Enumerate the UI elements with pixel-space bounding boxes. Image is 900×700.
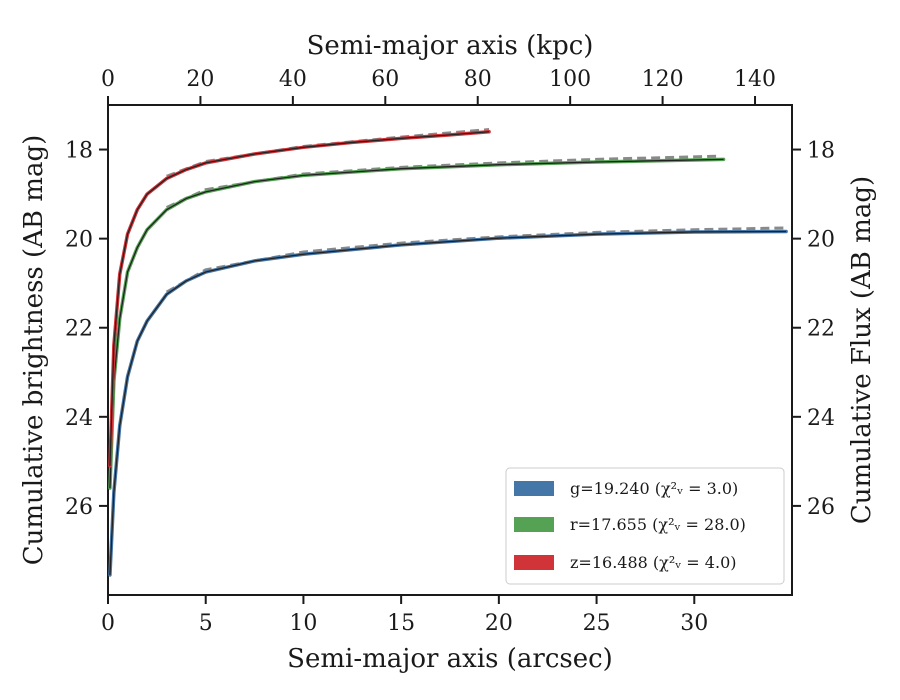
x-tick-label: 20 [485,611,513,636]
x2-tick-label: 0 [101,67,115,92]
y2-tick-label: 18 [807,139,835,164]
x2-tick-label: 20 [186,67,214,92]
x-tick-label: 30 [680,611,708,636]
data-curves [108,129,788,577]
series-core-g [109,230,787,575]
y-tick-label: 24 [65,406,93,431]
y-tick-label: 18 [65,139,93,164]
series-core-r [109,158,724,489]
x2-tick-label: 100 [549,67,591,92]
legend-swatch-g [514,481,554,496]
y2-tick-label: 20 [807,228,835,253]
y-tick-label: 26 [65,495,93,520]
legend-box [505,467,785,585]
legend-swatch-r [514,517,554,532]
x-tick-label: 0 [101,611,115,636]
y-axis-title: Cumulative brightness (AB mag) [19,135,49,566]
y2-axis-title: Cumulative Flux (AB mag) [847,176,877,524]
legend-swatch-z [514,555,554,570]
y2-tick-label: 22 [807,317,835,342]
legend: g=19.240 (χ²ᵥ = 3.0) r=17.655 (χ²ᵥ = 28.… [505,467,785,585]
x-tick-label: 15 [387,611,415,636]
x-tick-label: 25 [583,611,611,636]
tick-layer: 0 5 10 15 20 25 30 0 20 40 60 80 100 120 140 18 18 20 20 22… [65,67,835,636]
x-tick-label: 10 [289,611,317,636]
series-line-r [108,157,726,490]
legend-label-g: g=19.240 (χ²ᵥ = 3.0) [570,479,738,498]
x2-tick-label: 140 [734,67,776,92]
y2-tick-label: 26 [807,495,835,520]
x2-tick-label: 60 [371,67,399,92]
x-tick-label: 5 [199,611,213,636]
series-core-z [109,131,490,466]
legend-label-z: z=16.488 (χ²ᵥ = 4.0) [570,553,736,572]
y-tick-label: 20 [65,228,93,253]
plot-frame [107,104,793,596]
x2-axis-title: Semi-major axis (kpc) [307,31,594,61]
x-axis-title: Semi-major axis (arcsec) [287,644,613,674]
x2-tick-label: 80 [464,67,492,92]
legend-label-r: r=17.655 (χ²ᵥ = 28.0) [570,515,746,534]
y-tick-label: 22 [65,317,93,342]
x2-tick-label: 120 [642,67,684,92]
series-line-z [108,129,491,468]
x2-tick-label: 40 [279,67,307,92]
y2-tick-label: 24 [807,406,835,431]
